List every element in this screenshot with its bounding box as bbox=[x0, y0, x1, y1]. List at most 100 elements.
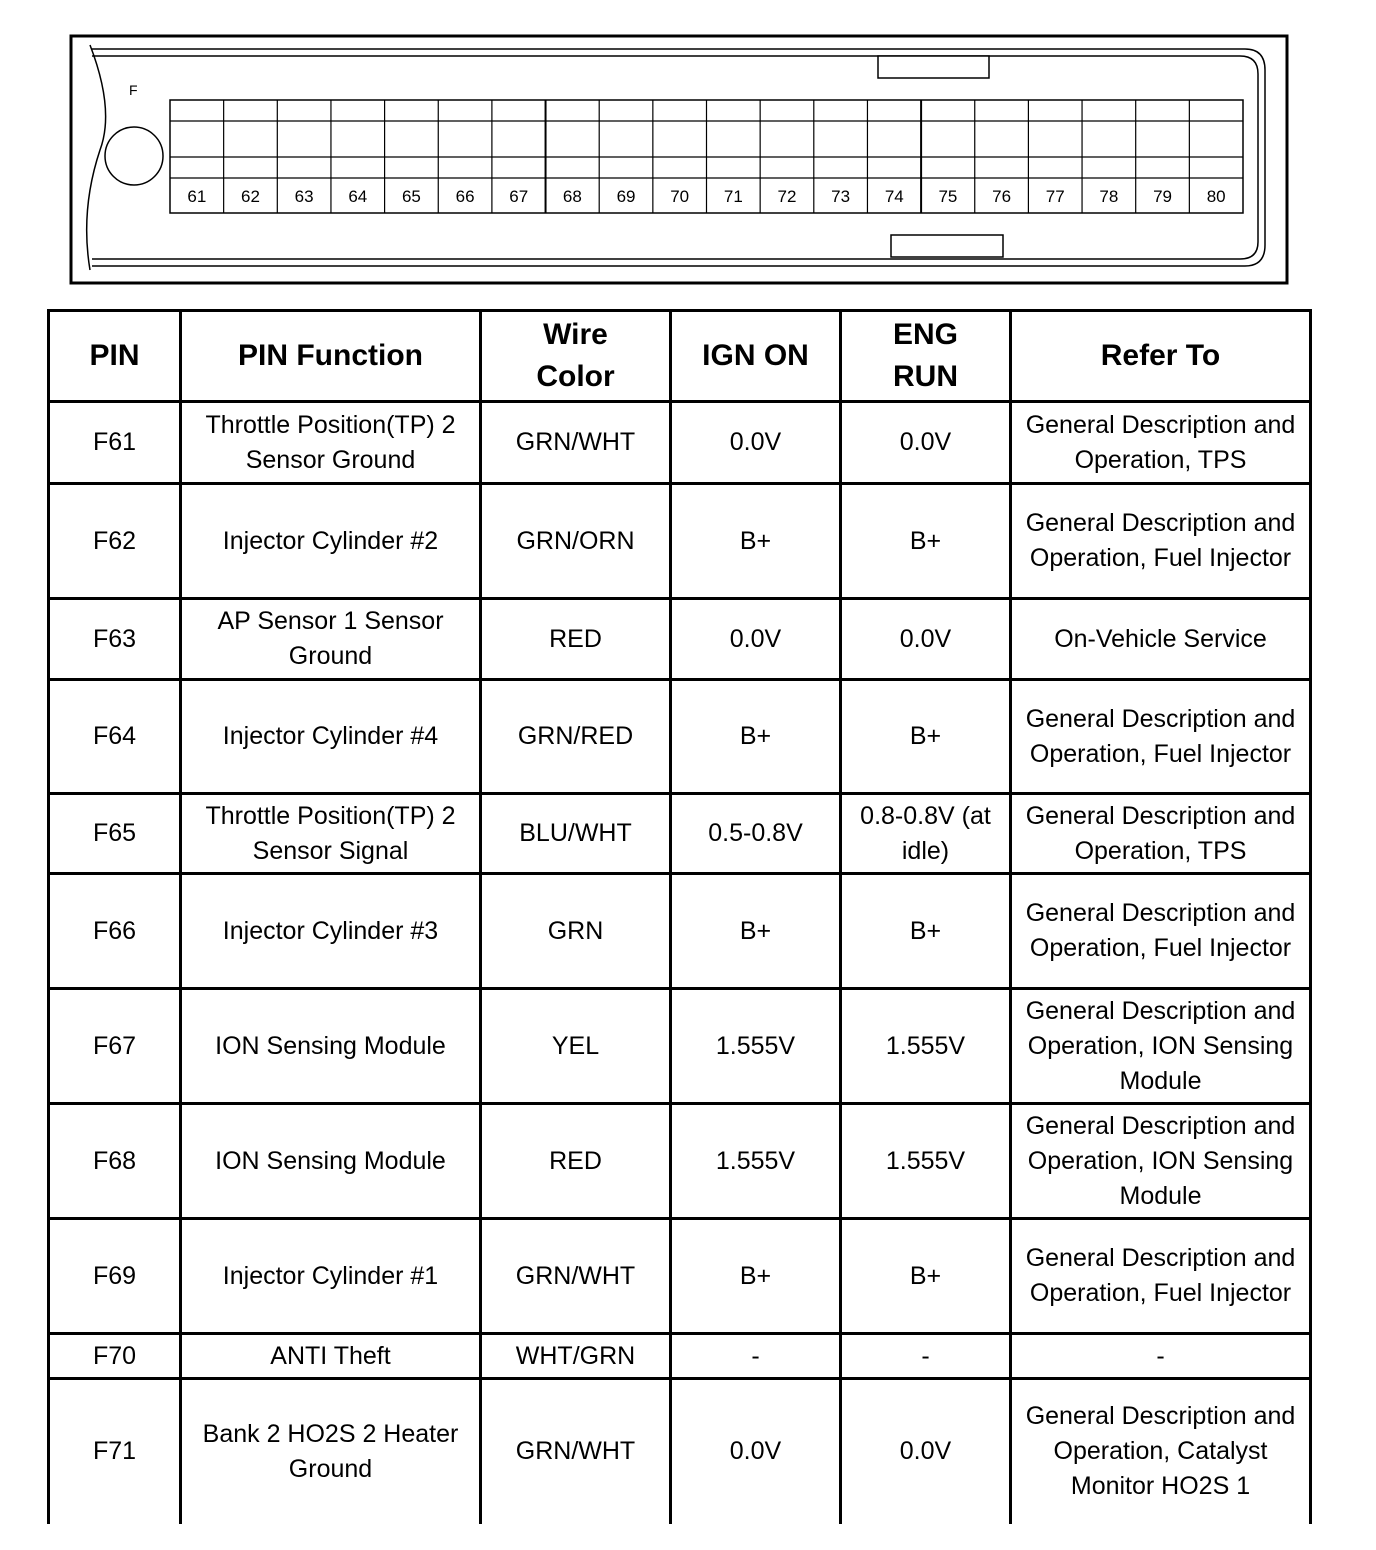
pin-number: 70 bbox=[670, 187, 689, 206]
table-row: F71 Bank 2 HO2S 2 Heater Ground GRN/WHT 0.0… bbox=[47, 1377, 1312, 1524]
cell-wire: GRN/WHT bbox=[479, 1377, 672, 1524]
cell-pin: F64 bbox=[47, 678, 182, 795]
cell-wire: GRN/RED bbox=[479, 678, 672, 795]
cell-refer: General Description and Operation, Fuel … bbox=[1009, 872, 1312, 990]
cell-ign-on: 1.555V bbox=[669, 1102, 842, 1220]
cell-pin: F65 bbox=[47, 792, 182, 875]
pin-number: 62 bbox=[241, 187, 260, 206]
cell-pin: F66 bbox=[47, 872, 182, 990]
pin-table: PIN PIN Function Wire Color IGN ON ENG R… bbox=[47, 309, 1312, 1524]
cell-wire: YEL bbox=[479, 987, 672, 1105]
cell-pin: F71 bbox=[47, 1377, 182, 1524]
pin-number: 74 bbox=[885, 187, 904, 206]
pin-number: 63 bbox=[295, 187, 314, 206]
cell-pin: F61 bbox=[47, 400, 182, 485]
pin-number: 65 bbox=[402, 187, 421, 206]
cell-ign-on: 0.0V bbox=[669, 1377, 842, 1524]
header-wire-color: Wire Color bbox=[479, 309, 672, 403]
cell-eng-run: B+ bbox=[839, 482, 1012, 600]
cell-refer: General Description and Operation, TPS bbox=[1009, 400, 1312, 485]
cell-pin: F67 bbox=[47, 987, 182, 1105]
cell-wire: WHT/GRN bbox=[479, 1332, 672, 1380]
header-pin: PIN bbox=[47, 309, 182, 403]
table-row: F69 Injector Cylinder #1 GRN/WHT B+ B+ Genera… bbox=[47, 1217, 1312, 1335]
cell-function: Bank 2 HO2S 2 Heater Ground bbox=[179, 1377, 482, 1524]
cell-ign-on: 0.0V bbox=[669, 597, 842, 681]
cell-refer: - bbox=[1009, 1332, 1312, 1380]
cell-eng-run: 0.8-0.8V (at idle) bbox=[839, 792, 1012, 875]
cell-eng-run: B+ bbox=[839, 1217, 1012, 1335]
cell-refer: On-Vehicle Service bbox=[1009, 597, 1312, 681]
cell-wire: GRN/WHT bbox=[479, 1217, 672, 1335]
cell-ign-on: B+ bbox=[669, 1217, 842, 1335]
pin-number: 72 bbox=[778, 187, 797, 206]
pin-number: 79 bbox=[1153, 187, 1172, 206]
cell-ign-on: B+ bbox=[669, 482, 842, 600]
cell-ign-on: B+ bbox=[669, 678, 842, 795]
cell-pin: F69 bbox=[47, 1217, 182, 1335]
cell-function: Injector Cylinder #3 bbox=[179, 872, 482, 990]
connector-curve bbox=[85, 44, 107, 271]
table-row: F63 AP Sensor 1 Sensor Ground RED 0.0V 0.0V O… bbox=[47, 597, 1312, 681]
pin-number: 61 bbox=[187, 187, 206, 206]
pin-number: 64 bbox=[348, 187, 367, 206]
cell-eng-run: - bbox=[839, 1332, 1012, 1380]
cell-wire: RED bbox=[479, 597, 672, 681]
cell-refer: General Description and Operation, ION S… bbox=[1009, 1102, 1312, 1220]
header-row: PIN PIN Function Wire Color IGN ON ENG R… bbox=[47, 309, 1312, 403]
pin-number: 71 bbox=[724, 187, 743, 206]
table-row: F62 Injector Cylinder #2 GRN/ORN B+ B+ Genera… bbox=[47, 482, 1312, 600]
header-ign-on: IGN ON bbox=[669, 309, 842, 403]
connector-label: F bbox=[129, 82, 138, 98]
pin-number: 76 bbox=[992, 187, 1011, 206]
cell-ign-on: 0.5-0.8V bbox=[669, 792, 842, 875]
cell-function: AP Sensor 1 Sensor Ground bbox=[179, 597, 482, 681]
cell-eng-run: 0.0V bbox=[839, 400, 1012, 485]
cell-function: ION Sensing Module bbox=[179, 987, 482, 1105]
pin-number: 73 bbox=[831, 187, 850, 206]
cell-function: ANTI Theft bbox=[179, 1332, 482, 1380]
cell-function: Throttle Position(TP) 2 Sensor Signal bbox=[179, 792, 482, 875]
cell-function: Injector Cylinder #2 bbox=[179, 482, 482, 600]
cell-function: Throttle Position(TP) 2 Sensor Ground bbox=[179, 400, 482, 485]
cell-ign-on: - bbox=[669, 1332, 842, 1380]
cell-ign-on: 1.555V bbox=[669, 987, 842, 1105]
bottom-latch bbox=[890, 234, 1004, 258]
cell-pin: F63 bbox=[47, 597, 182, 681]
cell-function: ION Sensing Module bbox=[179, 1102, 482, 1220]
cell-eng-run: 1.555V bbox=[839, 1102, 1012, 1220]
pin-number: 75 bbox=[938, 187, 957, 206]
pin-grid: 61 62 63 64 65 66 67 68 69 70 71 72 73 74 75 76 77 78 79 80 bbox=[169, 99, 1244, 214]
table-row: F61 Throttle Position(TP) 2 Sensor Ground… bbox=[47, 400, 1312, 485]
cell-pin: F62 bbox=[47, 482, 182, 600]
table-row: F68 ION Sensing Module RED 1.555V 1.555V Gene… bbox=[47, 1102, 1312, 1220]
cell-eng-run: B+ bbox=[839, 872, 1012, 990]
table-row: F70 ANTI Theft WHT/GRN - - - bbox=[47, 1332, 1312, 1380]
cell-wire: RED bbox=[479, 1102, 672, 1220]
cell-eng-run: 1.555V bbox=[839, 987, 1012, 1105]
cell-function: Injector Cylinder #4 bbox=[179, 678, 482, 795]
table-row: F66 Injector Cylinder #3 GRN B+ B+ General De… bbox=[47, 872, 1312, 990]
cell-eng-run: 0.0V bbox=[839, 597, 1012, 681]
cell-pin: F70 bbox=[47, 1332, 182, 1380]
cell-wire: GRN/ORN bbox=[479, 482, 672, 600]
header-function: PIN Function bbox=[179, 309, 482, 403]
cell-pin: F68 bbox=[47, 1102, 182, 1220]
cell-refer: General Description and Operation, TPS bbox=[1009, 792, 1312, 875]
cell-wire: BLU/WHT bbox=[479, 792, 672, 875]
cell-eng-run: 0.0V bbox=[839, 1377, 1012, 1524]
table-row: F64 Injector Cylinder #4 GRN/RED B+ B+ Genera… bbox=[47, 678, 1312, 795]
cell-function: Injector Cylinder #1 bbox=[179, 1217, 482, 1335]
pin-number: 80 bbox=[1207, 187, 1226, 206]
cell-refer: General Description and Operation, Fuel … bbox=[1009, 482, 1312, 600]
locator-circle bbox=[104, 126, 164, 186]
pin-number: 66 bbox=[456, 187, 475, 206]
pin-number: 69 bbox=[617, 187, 636, 206]
cell-ign-on: 0.0V bbox=[669, 400, 842, 485]
table-row: F67 ION Sensing Module YEL 1.555V 1.555V Gene… bbox=[47, 987, 1312, 1105]
header-refer-to: Refer To bbox=[1009, 309, 1312, 403]
pin-number: 77 bbox=[1046, 187, 1065, 206]
connector-diagram: F 61 62 63 64 65 66 67 68 69 70 71 72 73 74 75 76 77 78 79… bbox=[69, 34, 1289, 285]
pin-number: 78 bbox=[1099, 187, 1118, 206]
pin-number: 67 bbox=[509, 187, 528, 206]
